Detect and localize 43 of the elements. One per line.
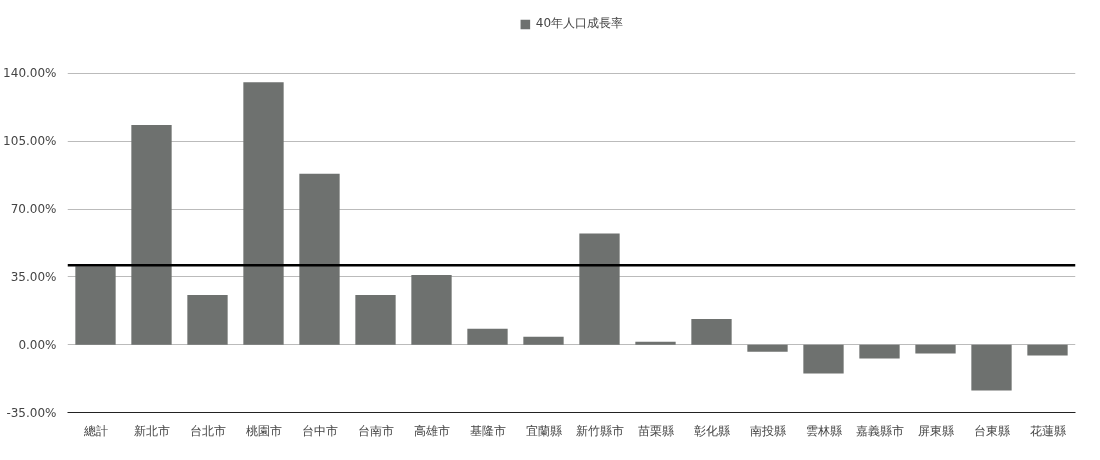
- bar: [467, 328, 508, 345]
- bar: [803, 344, 844, 374]
- bar: [971, 344, 1012, 391]
- x-tick-label: 彰化縣: [693, 423, 730, 438]
- bar: [355, 295, 396, 345]
- bar: [691, 318, 732, 345]
- y-tick-label: 35.00%: [10, 269, 57, 284]
- x-tick-label: 台南市: [357, 423, 394, 438]
- bar: [187, 295, 228, 345]
- bar: [1027, 344, 1068, 356]
- y-tick-label: 70.00%: [10, 202, 57, 216]
- x-tick-label: 雲林縣: [805, 423, 842, 438]
- x-tick-label: 苗栗縣: [637, 423, 674, 438]
- x-tick-label: 高雄市: [413, 423, 450, 438]
- x-tick-label: 台中市: [301, 423, 338, 438]
- bar: [75, 266, 116, 345]
- x-tick-label: 宜蘭縣: [525, 423, 562, 438]
- bar: [635, 341, 676, 345]
- bar: [579, 233, 620, 345]
- bar: [243, 82, 284, 345]
- x-tick-label: 台北市: [189, 423, 226, 438]
- bar: [747, 344, 788, 352]
- bar: [523, 336, 564, 345]
- x-tick-label: 基隆市: [469, 423, 506, 438]
- x-tick-label: 新北市: [133, 423, 170, 438]
- bar: [915, 344, 956, 354]
- x-tick-label: 屏東縣: [917, 423, 954, 438]
- bar: [131, 125, 172, 345]
- x-tick-label: 桃園市: [245, 423, 282, 438]
- x-tick-label: 總計: [82, 423, 108, 438]
- x-tick-label: 新竹縣市: [575, 423, 624, 438]
- bar: [299, 173, 340, 345]
- x-tick-label: 花蓮縣: [1029, 423, 1066, 438]
- y-tick-label: -35.00%: [6, 405, 57, 420]
- y-tick-label: 105.00%: [3, 134, 57, 149]
- x-tick-label: 台東縣: [973, 423, 1010, 438]
- bar: [411, 275, 452, 345]
- bar: [859, 344, 900, 359]
- y-tick-label: 0.00%: [18, 337, 57, 352]
- x-tick-label: 南投縣: [749, 423, 786, 438]
- legend-label: 40年人口成長率: [535, 15, 624, 32]
- x-tick-label: 嘉義縣市: [855, 423, 904, 438]
- y-tick-label: 140.00%: [3, 66, 57, 81]
